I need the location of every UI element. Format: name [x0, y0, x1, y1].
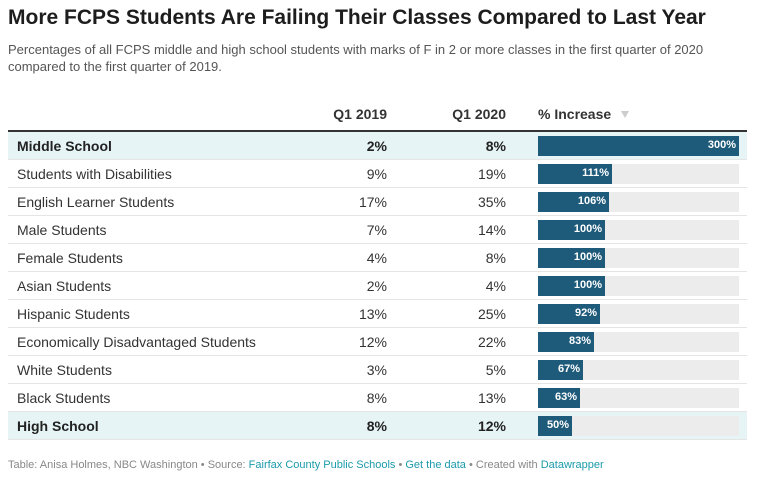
- increase-bar: 100%: [538, 248, 605, 268]
- increase-value-label: 92%: [574, 307, 597, 319]
- row-label: High School: [17, 418, 99, 434]
- chart-footer: Table: Anisa Holmes, NBC Washington • So…: [8, 459, 604, 471]
- column-header-increase[interactable]: % Increase: [538, 106, 630, 122]
- table-row: High School 8% 12% 50%: [8, 412, 747, 440]
- table-header: Q1 2019 Q1 2020 % Increase: [8, 100, 747, 132]
- increase-value-label: 83%: [568, 335, 591, 347]
- cell-q1-2020: 8%: [485, 250, 506, 266]
- cell-q1-2020: 35%: [477, 194, 506, 210]
- footer-separator: •: [465, 459, 476, 471]
- increase-bar: 50%: [538, 416, 572, 436]
- row-label: Male Students: [17, 222, 107, 238]
- increase-bar: 100%: [538, 220, 605, 240]
- footer-source-prefix: Source:: [207, 459, 249, 471]
- chart-subtitle: Percentages of all FCPS middle and high …: [8, 42, 704, 74]
- cell-q1-2020: 14%: [477, 222, 506, 238]
- cell-q1-2019: 7%: [366, 222, 387, 238]
- row-label: Middle School: [17, 138, 112, 154]
- increase-bar-track: 83%: [538, 332, 739, 352]
- cell-q1-2019: 12%: [358, 334, 387, 350]
- footer-byline: Table: Anisa Holmes, NBC Washington: [8, 459, 198, 471]
- increase-value-label: 100%: [573, 251, 602, 263]
- cell-q1-2020: 19%: [477, 166, 506, 182]
- cell-q1-2019: 8%: [366, 390, 387, 406]
- cell-q1-2020: 22%: [477, 334, 506, 350]
- source-link[interactable]: Fairfax County Public Schools: [248, 459, 396, 471]
- sort-down-icon[interactable]: [621, 110, 630, 118]
- increase-value-label: 50%: [546, 419, 569, 431]
- increase-bar-track: 111%: [538, 164, 739, 184]
- cell-q1-2020: 4%: [485, 278, 506, 294]
- table-row: Black Students 8% 13% 63%: [8, 384, 747, 412]
- increase-value-label: 67%: [557, 363, 580, 375]
- cell-q1-2019: 9%: [366, 166, 387, 182]
- increase-bar: 111%: [538, 164, 612, 184]
- increase-bar: 63%: [538, 388, 580, 408]
- increase-bar: 67%: [538, 360, 583, 380]
- column-header-increase-label: % Increase: [538, 106, 612, 122]
- cell-q1-2019: 3%: [366, 362, 387, 378]
- column-header-q1-2020[interactable]: Q1 2020: [452, 106, 506, 122]
- row-label: Students with Disabilities: [17, 166, 172, 182]
- footer-separator: •: [395, 459, 406, 471]
- increase-bar-track: 100%: [538, 276, 739, 296]
- table-row: Asian Students 2% 4% 100%: [8, 272, 747, 300]
- row-label: Hispanic Students: [17, 306, 130, 322]
- increase-value-label: 300%: [707, 139, 736, 151]
- row-label: Female Students: [17, 250, 123, 266]
- increase-bar: 92%: [538, 304, 600, 324]
- column-header-q1-2019[interactable]: Q1 2019: [333, 106, 387, 122]
- cell-q1-2019: 13%: [358, 306, 387, 322]
- cell-q1-2020: 12%: [477, 418, 506, 434]
- increase-value-label: 63%: [554, 391, 577, 403]
- row-label: Economically Disadvantaged Students: [17, 334, 256, 350]
- get-data-link[interactable]: Get the data: [405, 459, 466, 471]
- table-row: Economically Disadvantaged Students 12% 22…: [8, 328, 747, 356]
- cell-q1-2020: 8%: [485, 138, 506, 154]
- table-row: Middle School 2% 8% 300%: [8, 132, 747, 160]
- footer-created-prefix: Created with: [475, 459, 541, 471]
- cell-q1-2020: 25%: [477, 306, 506, 322]
- row-label: White Students: [17, 362, 112, 378]
- cell-q1-2020: 13%: [477, 390, 506, 406]
- row-label: Black Students: [17, 390, 111, 406]
- increase-bar-track: 50%: [538, 416, 739, 436]
- increase-value-label: 106%: [577, 195, 606, 207]
- increase-bar-track: 100%: [538, 220, 739, 240]
- cell-q1-2019: 8%: [366, 418, 387, 434]
- table-row: Female Students 4% 8% 100%: [8, 244, 747, 272]
- increase-bar-track: 106%: [538, 192, 739, 212]
- increase-bar-track: 92%: [538, 304, 739, 324]
- datawrapper-link[interactable]: Datawrapper: [540, 459, 604, 471]
- increase-bar-track: 100%: [538, 248, 739, 268]
- table-row: Male Students 7% 14% 100%: [8, 216, 747, 244]
- increase-value-label: 100%: [573, 279, 602, 291]
- increase-bar: 100%: [538, 276, 605, 296]
- increase-value-label: 111%: [582, 167, 609, 179]
- cell-q1-2019: 2%: [366, 138, 387, 154]
- cell-q1-2020: 5%: [485, 362, 506, 378]
- cell-q1-2019: 2%: [366, 278, 387, 294]
- increase-value-label: 100%: [573, 223, 602, 235]
- chart-title: More FCPS Students Are Failing Their Cla…: [8, 6, 706, 29]
- row-label: English Learner Students: [17, 194, 175, 210]
- table-row: Students with Disabilities 9% 19% 111%: [8, 160, 747, 188]
- row-label: Asian Students: [17, 278, 112, 294]
- table-body: Middle School 2% 8% 300% Students with Disab…: [8, 132, 747, 440]
- table-row: Hispanic Students 13% 25% 92%: [8, 300, 747, 328]
- increase-bar: 106%: [538, 192, 609, 212]
- cell-q1-2019: 4%: [366, 250, 387, 266]
- increase-bar-track: 300%: [538, 136, 739, 156]
- cell-q1-2019: 17%: [358, 194, 387, 210]
- increase-bar-track: 63%: [538, 388, 739, 408]
- footer-separator: •: [197, 459, 208, 471]
- increase-bar: 83%: [538, 332, 594, 352]
- table-row: White Students 3% 5% 67%: [8, 356, 747, 384]
- increase-bar: 300%: [538, 136, 739, 156]
- increase-bar-track: 67%: [538, 360, 739, 380]
- table-row: English Learner Students 17% 35% 106%: [8, 188, 747, 216]
